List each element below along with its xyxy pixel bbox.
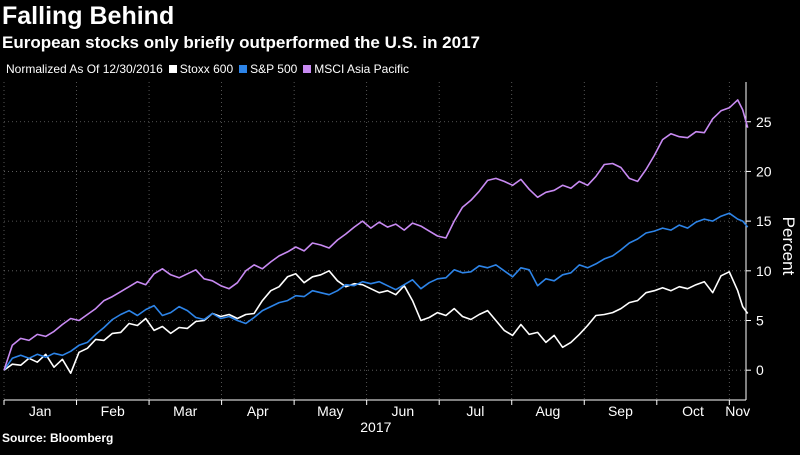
y-axis-label: Percent <box>779 217 798 276</box>
x-tick-label-sep: Sep <box>608 403 633 419</box>
y-tick-label: 15 <box>756 213 772 229</box>
series-line-msci-asia-pacific <box>3 99 749 371</box>
x-tick-label-nov: Nov <box>725 403 750 419</box>
y-tick-label: 0 <box>756 362 764 378</box>
x-tick-label-jan: Jan <box>29 403 52 419</box>
x-tick-label-aug: Aug <box>535 403 560 419</box>
x-tick-label-may: May <box>317 403 343 419</box>
legend-swatch-msci-asia-pacific <box>303 65 312 73</box>
x-axis-label: 2017 <box>360 419 391 435</box>
x-tick-label-mar: Mar <box>173 403 197 419</box>
y-tick-label: 5 <box>756 313 764 329</box>
source-note: Source: Bloomberg <box>2 431 114 445</box>
series-lines <box>3 99 749 374</box>
x-tick-label-apr: Apr <box>247 403 269 419</box>
series-line-s-p-500 <box>3 212 749 371</box>
axis-labels: 0 5 10 15 20 25 Jan Feb Mar Apr May Jun Jul Aug Sep Oct… <box>29 114 798 435</box>
legend-item-msci-asia-pacific: MSCI Asia Pacific <box>303 62 409 76</box>
chart-subtitle: European stocks only briefly outperforme… <box>2 33 481 52</box>
y-tick-label: 25 <box>756 114 772 130</box>
x-tick-label-oct: Oct <box>682 403 704 419</box>
legend-label-msci-asia-pacific: MSCI Asia Pacific <box>314 62 409 76</box>
legend-label-stoxx-600: Stoxx 600 <box>179 62 234 76</box>
chart-title: Falling Behind <box>2 2 175 30</box>
legend-normalized-note: Normalized As Of 12/30/2016 <box>6 62 163 76</box>
gridlines <box>3 82 746 400</box>
legend-item-sp-500: S&P 500 <box>239 62 297 76</box>
x-tick-label-jul: Jul <box>466 403 484 419</box>
legend-swatch-sp-500 <box>239 65 248 73</box>
legend: Normalized As Of 12/30/2016 Stoxx 600 S&… <box>6 62 409 76</box>
x-tick-label-feb: Feb <box>101 403 125 419</box>
x-tick-label-jun: Jun <box>392 403 415 419</box>
legend-label-sp-500: S&P 500 <box>250 62 298 76</box>
axes <box>3 82 751 405</box>
series-line-stoxx-600 <box>3 270 749 374</box>
y-tick-label: 20 <box>756 163 772 179</box>
y-tick-label: 10 <box>756 263 772 279</box>
legend-item-stoxx-600: Stoxx 600 <box>168 62 234 76</box>
legend-swatch-stoxx-600 <box>168 65 177 73</box>
